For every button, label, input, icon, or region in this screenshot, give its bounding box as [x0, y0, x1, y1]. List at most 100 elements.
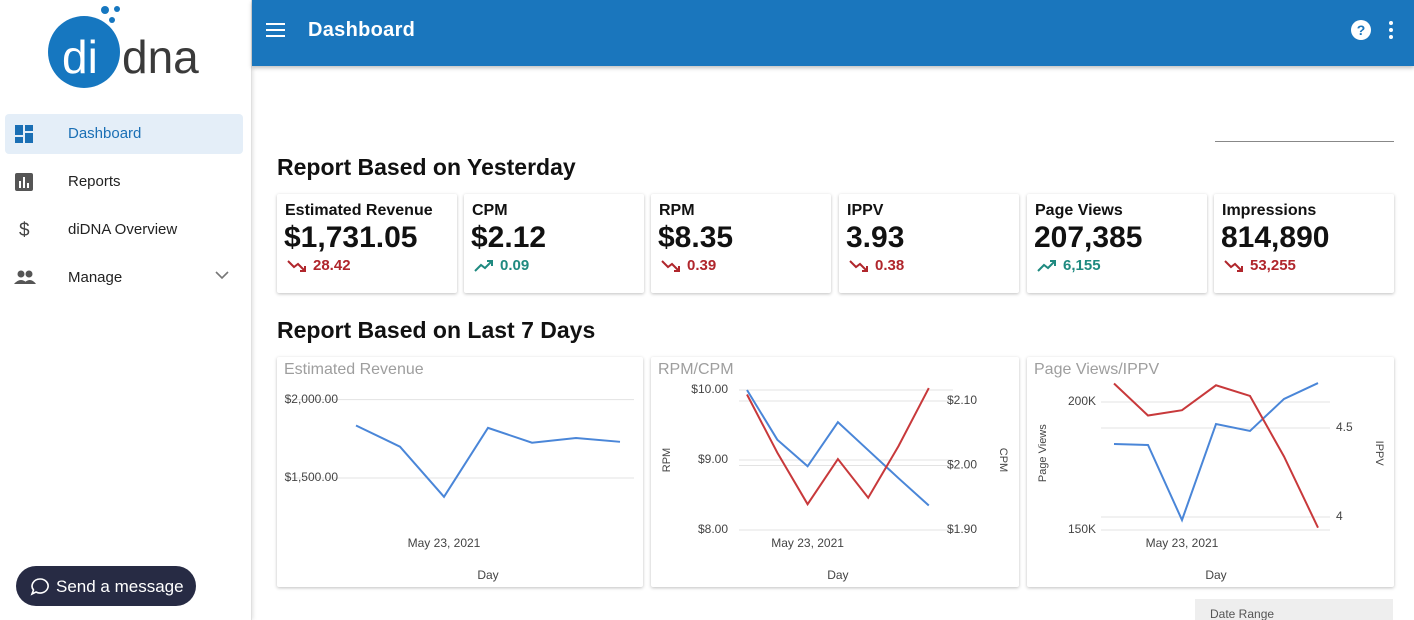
chart-card: Estimated Revenue $1,500.00 $2,000.00 May 2… [277, 357, 643, 587]
field-label: Date Range [1210, 607, 1275, 620]
trend-arrow [474, 259, 493, 272]
metric-card: IPPV 3.93 0.38 [839, 194, 1019, 293]
metric-value: 814,890 [1221, 221, 1330, 254]
logo: di dna [48, 6, 199, 88]
metric-label: RPM [659, 202, 695, 219]
trend-arrow [849, 259, 868, 272]
metric-card: CPM $2.12 0.09 [464, 194, 644, 293]
metric-label: Estimated Revenue [285, 202, 433, 219]
chart-card: RPM/CPM $8.00 $9.00 $10.00 $1.90 $2.00 $2.10 Ma… [651, 357, 1019, 587]
change-value: 0.09 [500, 257, 530, 274]
x-axis-label: Day [827, 568, 848, 582]
metric-change: 28.42 [287, 257, 351, 274]
y-axis-label: Page Views [1037, 424, 1049, 482]
nav-item[interactable]: Manage [5, 258, 243, 298]
y2-tick-label: $2.10 [947, 393, 977, 407]
sidebar: di dna Dashboard Reports $ diDNA Overvie… [0, 0, 252, 620]
trend-arrow [661, 259, 680, 272]
metric-value: 3.93 [846, 221, 905, 254]
section-title: Report Based on Yesterday [277, 154, 576, 180]
trend-icon [1224, 259, 1243, 272]
trend-arrow [1224, 259, 1243, 272]
x-tick-label: May 23, 2021 [1146, 536, 1219, 550]
chart-title: Page Views/IPPV [1034, 361, 1159, 378]
trend-arrow [287, 259, 306, 272]
chart-title: RPM/CPM [658, 361, 734, 378]
nav-item[interactable]: Reports [5, 162, 243, 202]
metric-change: 6,155 [1037, 257, 1101, 274]
change-value: 6,155 [1063, 257, 1101, 274]
metric-value: $1,731.05 [284, 221, 418, 254]
send-message-button[interactable]: Send a message [16, 566, 196, 606]
y-tick-label: $9.00 [698, 452, 728, 466]
y-tick-label: 150K [1068, 522, 1096, 536]
more-button[interactable] [1387, 20, 1395, 40]
app-bar: Dashboard ? [252, 0, 1414, 66]
x-tick-label: May 23, 2021 [771, 536, 844, 550]
y-tick-label: $1,500.00 [285, 470, 339, 484]
trend-arrow [1037, 259, 1056, 272]
metric-card: Impressions 814,890 53,255 [1214, 194, 1394, 293]
nav-label: diDNA Overview [68, 221, 178, 238]
y2-axis-label: IPPV [1373, 441, 1385, 467]
nav-label: Manage [68, 269, 123, 286]
metric-change: 0.09 [474, 257, 529, 274]
input-underline [1215, 141, 1394, 142]
trend-icon [474, 259, 493, 272]
series-line [1113, 382, 1319, 523]
logo-text: dna [122, 31, 199, 83]
date-range-field[interactable]: Date Range [1195, 599, 1393, 620]
change-value: 53,255 [1250, 257, 1296, 274]
series-line [746, 389, 930, 507]
metric-value: 207,385 [1034, 221, 1143, 254]
trend-icon [849, 259, 868, 272]
y-tick-label: $2,000.00 [285, 392, 339, 406]
metric-label: CPM [472, 202, 508, 219]
series-line [1113, 382, 1319, 529]
metric-label: Page Views [1035, 202, 1123, 219]
y2-tick-label: $2.00 [947, 458, 977, 472]
y2-tick-label: $1.90 [947, 522, 977, 536]
y2-tick-label: 4 [1336, 509, 1343, 523]
metric-change: 0.38 [849, 257, 904, 274]
logo-text: di [62, 31, 98, 83]
svg-text:$: $ [19, 220, 30, 240]
y-tick-label: $8.00 [698, 522, 728, 536]
chart: RPM/CPM $8.00 $9.00 $10.00 $1.90 $2.00 $2.10 Ma… [658, 361, 1009, 582]
nav-item[interactable]: Dashboard [5, 114, 243, 154]
help-button[interactable]: ? [1350, 19, 1372, 41]
y-tick-label: 200K [1068, 394, 1096, 408]
trend-icon [287, 259, 306, 272]
y2-axis-label: CPM [997, 448, 1009, 472]
change-value: 0.38 [875, 257, 905, 274]
menu-button[interactable] [266, 22, 286, 38]
trend-icon [1037, 259, 1056, 272]
change-value: 28.42 [313, 257, 351, 274]
chart-title: Estimated Revenue [284, 361, 424, 378]
metric-label: IPPV [847, 202, 884, 219]
metric-value: $8.35 [658, 221, 734, 254]
svg-text:?: ? [1357, 22, 1366, 38]
x-tick-label: May 23, 2021 [408, 536, 481, 550]
y-axis-label: RPM [661, 448, 673, 472]
metric-change: 0.39 [661, 257, 716, 274]
x-axis-label: Day [477, 568, 498, 582]
nav-label: Reports [68, 173, 121, 190]
chart-card: Page Views/IPPV 150K 200K 4 4.5 May 23, 2021 D… [1027, 357, 1394, 587]
metric-value: $2.12 [471, 221, 547, 254]
y-tick-label: $10.00 [691, 382, 728, 396]
chart: Page Views/IPPV 150K 200K 4 4.5 May 23, 2021 D… [1034, 361, 1385, 582]
series-line [746, 387, 930, 507]
metric-card: Page Views 207,385 6,155 [1027, 194, 1207, 293]
app-title: Dashboard [308, 19, 416, 41]
nav-item[interactable]: $ diDNA Overview [5, 210, 243, 250]
metric-label: Impressions [1222, 202, 1317, 219]
trend-icon [661, 259, 680, 272]
section-title: Report Based on Last 7 Days [277, 317, 596, 343]
change-value: 0.39 [687, 257, 717, 274]
x-axis-label: Day [1205, 568, 1226, 582]
chart: Estimated Revenue $1,500.00 $2,000.00 May 2… [284, 361, 634, 582]
button-label: Send a message [56, 577, 184, 596]
metric-change: 53,255 [1224, 257, 1296, 274]
